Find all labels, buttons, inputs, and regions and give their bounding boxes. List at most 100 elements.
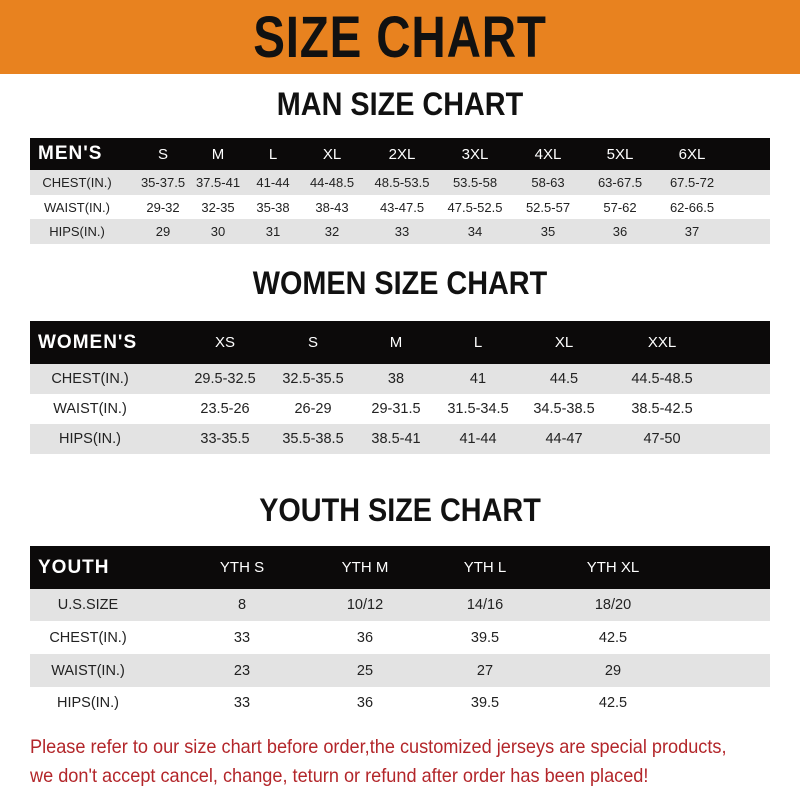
measurement-value: 43-47.5: [379, 199, 425, 215]
size-header-cell: YTH L: [463, 559, 507, 576]
size-header-cell: 4XL: [534, 145, 562, 163]
measurement-value: 38.5-41: [371, 431, 421, 447]
banner-title: SIZE CHART: [253, 4, 547, 70]
measurement-value: 25: [356, 662, 374, 679]
measurement-value: 36: [356, 629, 374, 646]
table-row: WAIST(IN.) 29-32 32-35 35-38 38-43 43-47.5 47.…: [30, 195, 770, 219]
table-row: U.S.SIZE 8 10/12 14/16 18/20: [30, 589, 770, 621]
notice-line-1: Please refer to our size chart before or…: [30, 736, 727, 758]
women-size-table: WOMEN'S XS S M L XL XXL CHEST(IN.) 29.5-32.5 32.5…: [30, 321, 770, 454]
size-header-cell: XXL: [647, 334, 677, 351]
size-header-cell: YTH S: [219, 559, 265, 576]
size-header-cell: 5XL: [606, 145, 634, 163]
measurement-value: 47.5-52.5: [447, 199, 503, 215]
youth-size-table: YOUTH YTH S YTH M YTH L YTH XL U.S.SIZE 8 10/12…: [30, 546, 770, 719]
table-row: WAIST(IN.) 23 25 27 29: [30, 654, 770, 687]
table-row: CHEST(IN.) 33 36 39.5 42.5: [30, 621, 770, 654]
measurement-value: 41-44: [459, 431, 497, 447]
table-row: CHEST(IN.) 35-37.5 37.5-41 41-44 44-48.5 48.5…: [30, 170, 770, 195]
size-header-cell: L: [268, 145, 278, 163]
order-notice: Please refer to our size chart before or…: [30, 733, 737, 791]
table-header-row: MEN'S S M L XL 2XL 3XL 4XL 5XL 6XL: [30, 138, 770, 170]
measurement-value: 29-32: [146, 199, 180, 215]
size-header-cell: 3XL: [461, 145, 489, 163]
size-header-cell: XL: [322, 145, 342, 163]
size-header-cell: YTH M: [341, 559, 389, 576]
table-header-row: YOUTH YTH S YTH M YTH L YTH XL: [30, 546, 770, 589]
measurement-value: 29.5-32.5: [194, 371, 256, 387]
measurement-value: 8: [237, 597, 247, 613]
measurement-value: 29-31.5: [371, 401, 421, 417]
size-header-cell: XL: [554, 334, 574, 351]
youth-section-title: YOUTH SIZE CHART: [259, 492, 541, 528]
measurement-value: 38: [387, 371, 405, 387]
measurement-value: 30: [210, 224, 226, 239]
measurement-label: U.S.SIZE: [57, 597, 119, 613]
size-header-cell: YTH XL: [586, 559, 640, 576]
size-chart-banner: SIZE CHART: [0, 0, 800, 74]
measurement-value: 38-43: [315, 199, 349, 215]
measurement-value: 23.5-26: [200, 401, 250, 417]
measurement-value: 42.5: [598, 629, 628, 646]
measurement-label: HIPS(IN.): [49, 224, 105, 239]
measurement-value: 32-35: [201, 199, 235, 215]
measurement-value: 26-29: [294, 401, 332, 417]
measurement-value: 39.5: [470, 695, 500, 711]
measurement-value: 33: [394, 224, 410, 239]
measurement-value: 32.5-35.5: [282, 371, 344, 387]
measurement-label: CHEST(IN.): [51, 371, 129, 387]
measurement-value: 38.5-42.5: [631, 401, 693, 417]
size-header-cell: 2XL: [388, 145, 416, 163]
measurement-value: 44-47: [545, 431, 583, 447]
table-row: HIPS(IN.) 29 30 31 32 33 34 35 36 37: [30, 219, 770, 244]
measurement-value: 36: [356, 695, 374, 711]
measurement-value: 36: [612, 224, 628, 239]
measurement-value: 58-63: [531, 175, 565, 190]
notice-line-2: we don't accept cancel, change, teturn o…: [30, 765, 649, 787]
measurement-value: 44.5: [549, 371, 579, 387]
measurement-value: 47-50: [643, 431, 681, 447]
table-title-cell: YOUTH: [38, 556, 110, 578]
size-header-cell: S: [157, 145, 169, 163]
measurement-value: 23: [233, 662, 251, 679]
men-size-table: MEN'S S M L XL 2XL 3XL 4XL 5XL 6XL CHEST(IN.) 35-37…: [30, 138, 770, 244]
measurement-value: 52.5-57: [525, 199, 571, 215]
measurement-label: WAIST(IN.): [44, 199, 110, 215]
measurement-value: 63-67.5: [597, 175, 643, 190]
measurement-value: 10/12: [346, 597, 384, 613]
measurement-value: 31.5-34.5: [447, 401, 509, 417]
table-title-cell: WOMEN'S: [38, 331, 138, 353]
measurement-value: 44-48.5: [309, 175, 355, 190]
measurement-label: HIPS(IN.): [56, 695, 120, 711]
measurement-value: 57-62: [603, 199, 637, 215]
table-title-cell: MEN'S: [38, 143, 103, 164]
measurement-value: 29: [604, 662, 622, 679]
measurement-value: 29: [155, 224, 171, 239]
measurement-value: 37.5-41: [195, 175, 241, 190]
size-header-cell: M: [211, 145, 225, 163]
measurement-label: WAIST(IN.): [53, 401, 127, 417]
measurement-value: 62-66.5: [669, 199, 715, 215]
size-header-cell: 6XL: [678, 145, 706, 163]
measurement-value: 34.5-38.5: [533, 401, 595, 417]
measurement-value: 39.5: [470, 629, 500, 646]
measurement-value: 33-35.5: [200, 431, 250, 447]
men-section-title: MAN SIZE CHART: [276, 86, 524, 122]
measurement-value: 44.5-48.5: [631, 371, 693, 387]
measurement-value: 42.5: [598, 695, 628, 711]
measurement-label: WAIST(IN.): [51, 662, 125, 679]
measurement-value: 35.5-38.5: [282, 431, 344, 447]
table-row: WAIST(IN.) 23.5-26 26-29 29-31.5 31.5-34.5 34…: [30, 394, 770, 424]
size-header-cell: M: [389, 334, 403, 351]
table-header-row: WOMEN'S XS S M L XL XXL: [30, 321, 770, 364]
measurement-value: 35: [540, 224, 556, 239]
measurement-value: 34: [467, 224, 483, 239]
measurement-value: 14/16: [466, 597, 504, 613]
measurement-value: 53.5-58: [452, 175, 498, 190]
table-row: CHEST(IN.) 29.5-32.5 32.5-35.5 38 41 44.5 44.5…: [30, 364, 770, 394]
women-section-title: WOMEN SIZE CHART: [252, 265, 548, 301]
measurement-value: 31: [265, 224, 281, 239]
measurement-label: CHEST(IN.): [42, 175, 112, 190]
measurement-value: 35-38: [256, 199, 290, 215]
size-header-cell: L: [473, 334, 483, 351]
